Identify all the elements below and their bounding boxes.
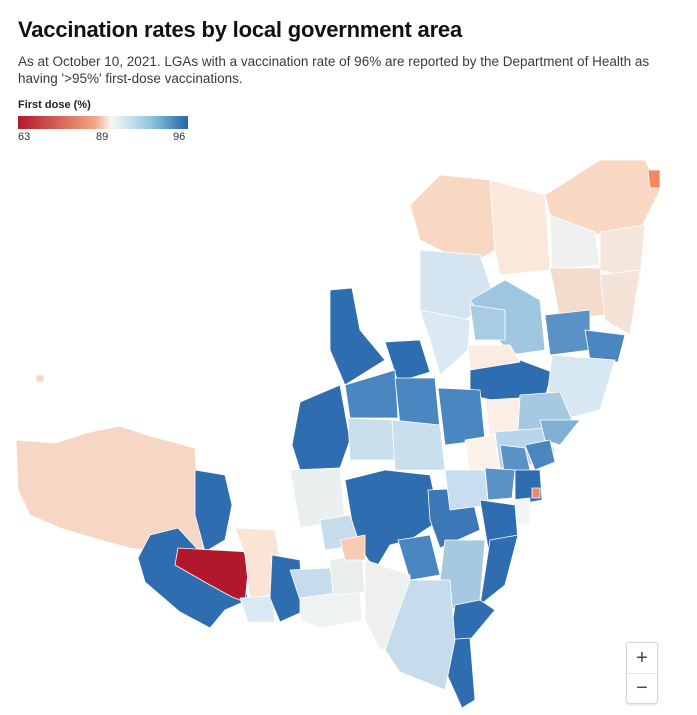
lga-region[interactable] <box>329 287 386 386</box>
lga-region[interactable] <box>239 595 276 623</box>
lga-region[interactable] <box>489 179 551 276</box>
lga-region[interactable] <box>347 417 396 461</box>
lga-region[interactable] <box>137 527 249 629</box>
legend-max-label: 96 <box>173 131 186 143</box>
zoom-control: + − <box>626 642 658 704</box>
lga-region[interactable] <box>419 309 471 376</box>
lga-region[interactable] <box>384 579 456 691</box>
lga-region[interactable] <box>484 397 521 436</box>
zoom-out-button[interactable]: − <box>636 677 648 699</box>
lga-region[interactable] <box>599 224 646 281</box>
lga-region[interactable] <box>344 369 399 419</box>
lga-region[interactable] <box>524 439 556 471</box>
lga-region[interactable] <box>467 344 521 371</box>
lga-region[interactable] <box>449 599 496 641</box>
lga-region[interactable] <box>329 554 366 596</box>
lga-region[interactable] <box>647 169 661 189</box>
lga-region[interactable] <box>194 469 233 553</box>
lga-region[interactable] <box>544 309 591 356</box>
lga-region[interactable] <box>599 269 641 336</box>
lga-region[interactable] <box>531 487 541 499</box>
lga-region[interactable] <box>469 304 506 341</box>
legend-color-bar <box>18 116 188 129</box>
lga-region[interactable] <box>584 329 626 363</box>
lga-region[interactable] <box>397 534 441 581</box>
legend-mid-label: 89 <box>96 131 109 143</box>
lga-region[interactable] <box>391 419 446 471</box>
lga-region[interactable] <box>484 467 516 501</box>
lga-region[interactable] <box>437 387 486 446</box>
lga-region[interactable] <box>35 374 45 383</box>
chart-title: Vaccination rates by local government ar… <box>18 17 463 42</box>
zoom-in-button[interactable]: + <box>627 643 657 674</box>
lga-region[interactable] <box>479 534 519 606</box>
lga-region[interactable] <box>539 419 581 446</box>
lga-region[interactable] <box>384 339 431 383</box>
chart-subtitle: As at October 10, 2021. LGAs with a vacc… <box>18 54 650 86</box>
legend-min-label: 63 <box>18 131 31 143</box>
legend-title: First dose (%) <box>18 99 91 111</box>
lga-region[interactable] <box>291 384 351 471</box>
